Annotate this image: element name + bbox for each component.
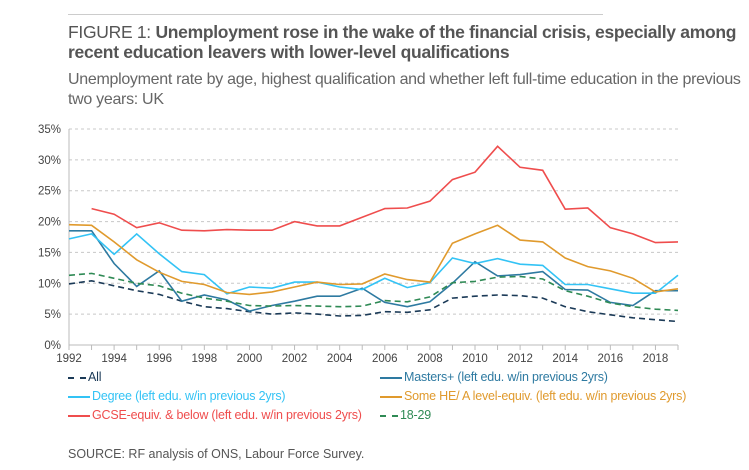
y-tick-label: 0% [44,340,61,352]
legend-swatch [68,395,90,398]
figure-title: FIGURE 1: Unemployment rose in the wake … [68,22,748,62]
x-tick-label: 2016 [598,353,624,365]
top-rule [68,14,603,15]
legend-item: Some HE/ A level-equiv. (left edu. w/in … [380,389,686,403]
series-line-2 [68,232,679,295]
x-tick-label: 2004 [327,353,353,365]
source-note: SOURCE: RF analysis of ONS, Labour Force… [68,447,365,461]
y-tick-label: 15% [38,247,61,259]
legend-item: Degree (left edu. w/in previous 2yrs) [68,389,286,403]
y-tick-label: 20% [38,217,61,229]
x-tick-label: 2006 [372,353,398,365]
legend-item: Masters+ (left edu. w/in previous 2yrs) [380,370,608,384]
legend-item: All [68,370,102,384]
legend-label: Masters+ (left edu. w/in previous 2yrs) [404,370,608,384]
legend-swatch [68,376,86,379]
x-tick-label: 2008 [417,353,443,365]
title-text: Unemployment rose in the wake of the fin… [68,22,737,62]
x-tick-label: 1996 [146,353,172,365]
legend-label: GCSE-equiv. & below (left edu. w/in prev… [92,408,362,422]
x-tick-label: 1992 [56,353,82,365]
y-tick-label: 25% [38,186,61,198]
legend-swatch [380,376,402,379]
x-tick-label: 1994 [101,353,127,365]
series-line-1 [69,230,678,312]
figure-subtitle: Unemployment rate by age, highest qualif… [68,71,741,108]
legend-label: All [88,370,102,384]
legend-label: 18-29 [400,408,431,422]
legend-item: GCSE-equiv. & below (left edu. w/in prev… [68,408,362,422]
legend-swatch [380,395,402,398]
x-tick-label: 2000 [237,353,263,365]
x-tick-label: 2018 [643,353,669,365]
y-tick-label: 5% [44,309,61,321]
x-tick-label: 2012 [507,353,533,365]
x-tick-label: 2002 [282,353,308,365]
legend-label: Some HE/ A level-equiv. (left edu. w/in … [404,389,687,403]
series-line-5 [68,272,679,312]
figure-label: FIGURE 1: [68,22,156,42]
legend-label: Degree (left edu. w/in previous 2yrs) [92,389,286,403]
x-tick-label: 2014 [552,353,578,365]
series-line-0 [68,279,679,323]
y-tick-label: 35% [38,124,61,136]
legend-swatch [380,414,398,417]
x-tick-label: 2010 [462,353,488,365]
x-tick-label: 1998 [192,353,218,365]
series-line-4 [91,145,679,244]
y-tick-label: 10% [38,278,61,290]
y-tick-label: 30% [38,155,61,167]
legend-item: 18-29 [380,408,431,422]
legend-swatch [68,414,90,417]
series-line-3 [68,223,679,296]
